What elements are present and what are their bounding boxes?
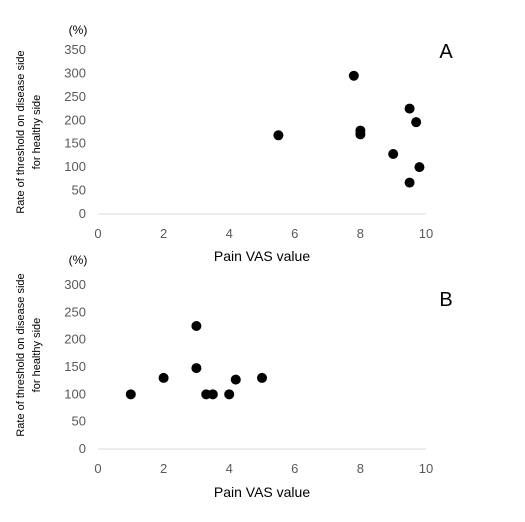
x-tick-label: 0: [94, 461, 101, 476]
data-point: [273, 130, 284, 141]
y-tick-label: 0: [79, 206, 86, 221]
x-tick-label: 8: [357, 461, 364, 476]
data-point: [414, 162, 425, 173]
x-axis-title: Pain VAS value: [214, 484, 310, 500]
data-point: [404, 103, 415, 114]
x-tick-label: 6: [291, 226, 298, 241]
panel-label: A: [439, 41, 453, 63]
y-axis-title-line: Rate of threshold on disease side: [15, 273, 27, 436]
x-tick-label: 2: [160, 226, 167, 241]
data-point: [224, 389, 235, 400]
y-tick-label: 200: [64, 332, 86, 347]
y-axis-title-line: for healthy side: [31, 95, 43, 170]
x-tick-label: 2: [160, 461, 167, 476]
panel-a: 0 50 100 150 200 250 300 350 0 2 4 6 8 10 (%) Rate of t…: [15, 23, 453, 264]
y-unit-label: (%): [69, 253, 88, 267]
y-tick-label: 100: [64, 386, 86, 401]
data-point: [388, 149, 399, 160]
data-point: [191, 321, 202, 331]
x-tick-label: 4: [226, 226, 233, 241]
x-tick-label: 0: [94, 226, 101, 241]
y-tick-label: 300: [64, 65, 86, 80]
y-tick-label: 250: [64, 89, 86, 104]
y-axis-title-line: Rate of threshold on disease side: [15, 50, 27, 213]
x-axis-title: Pain VAS value: [214, 248, 310, 264]
data-point: [158, 372, 169, 383]
y-tick-label: 150: [64, 359, 86, 374]
y-tick-label: 300: [64, 277, 86, 292]
y-tick-label: 350: [64, 42, 86, 57]
y-axis-title-line: for healthy side: [31, 318, 43, 393]
y-unit-label: (%): [69, 23, 88, 37]
panel-b: 0 50 100 150 200 250 300 0 2 4 6 8 10 (%) Rate of thre…: [15, 253, 453, 500]
data-point: [355, 129, 366, 140]
x-tick-label: 10: [419, 226, 433, 241]
panel-label: B: [439, 289, 452, 311]
data-point: [404, 177, 415, 188]
data-point: [411, 117, 422, 128]
data-point: [348, 70, 359, 81]
x-tick-label: 8: [357, 226, 364, 241]
y-tick-label: 50: [72, 183, 86, 198]
y-tick-label: 200: [64, 112, 86, 127]
x-tick-label: 6: [291, 461, 298, 476]
x-tick-label: 10: [419, 461, 433, 476]
y-tick-label: 0: [79, 441, 86, 456]
data-point: [257, 372, 267, 383]
y-tick-label: 150: [64, 136, 86, 151]
y-tick-label: 250: [64, 304, 86, 319]
data-point: [191, 363, 202, 374]
data-point: [125, 389, 136, 400]
y-tick-label: 100: [64, 159, 86, 174]
data-point: [230, 374, 241, 385]
y-tick-label: 50: [72, 414, 86, 429]
data-point: [207, 389, 218, 400]
x-tick-label: 4: [226, 461, 233, 476]
